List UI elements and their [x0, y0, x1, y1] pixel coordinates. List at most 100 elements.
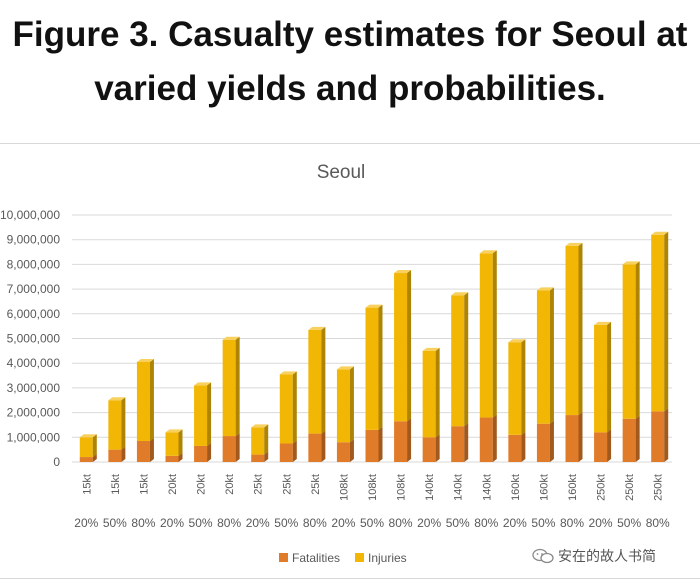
bar-side-face [607, 321, 612, 433]
bar-side-face [635, 261, 640, 419]
x-secondary-label: 80% [303, 516, 327, 530]
bar-side-face [407, 270, 412, 422]
bar-top-cap [565, 242, 583, 246]
chart-svg: Seoul 0 1,000,000 2,000,000 3,000,000 4,000,… [0, 162, 672, 565]
y-tick-label: 10,000,000 [0, 208, 60, 222]
bar-front-face [222, 339, 236, 437]
x-secondary-label: 20% [589, 516, 613, 530]
bar-side-face [235, 336, 240, 437]
bar-side-face [578, 242, 583, 416]
bar-front-face [508, 342, 522, 435]
bar-side-face [435, 347, 440, 438]
bar-fatalities [136, 438, 154, 462]
x-secondary-label: 20% [160, 516, 184, 530]
bar-top-cap [622, 261, 640, 265]
bar-top-cap [194, 382, 212, 386]
bar-front-face [336, 442, 350, 462]
bar-injuries [422, 347, 440, 438]
y-tick-label: 8,000,000 [7, 257, 61, 271]
x-tick-label: 140kt [481, 474, 493, 501]
bar-side-face [292, 371, 297, 444]
bar-front-face [479, 417, 493, 462]
bar-front-face [251, 427, 265, 455]
y-tick-label: 0 [53, 455, 60, 469]
y-tick-label: 2,000,000 [7, 406, 61, 420]
bar-fatalities [479, 414, 497, 462]
bar-side-face [464, 423, 469, 462]
bar-injuries [165, 429, 183, 456]
x-secondary-label: 80% [389, 516, 413, 530]
bar-fatalities [508, 431, 526, 462]
x-tick-label: 160kt [567, 474, 579, 501]
bar-injuries [565, 242, 583, 416]
bar-injuries [222, 336, 240, 437]
bar-injuries [536, 287, 554, 424]
legend-swatch-fatalities [279, 553, 288, 562]
bar-front-face [79, 437, 93, 458]
bar-side-face [492, 250, 497, 418]
bar-injuries [365, 304, 383, 430]
x-secondary-label: 80% [560, 516, 584, 530]
bar-front-face [622, 418, 636, 462]
y-axis-ticks: 0 1,000,000 2,000,000 3,000,000 4,000,000 5,0… [0, 208, 60, 469]
x-secondary-label: 80% [646, 516, 670, 530]
x-tick-label: 108kt [396, 474, 408, 501]
bar-front-face [279, 443, 293, 462]
bar-front-face [336, 369, 350, 443]
x-secondary-label: 50% [360, 516, 384, 530]
bar-side-face [664, 408, 669, 462]
bar-front-face [365, 307, 379, 430]
bar-side-face [521, 431, 526, 462]
bar-front-face [165, 432, 179, 456]
bar-top-cap [651, 231, 669, 235]
wechat-icon [532, 548, 554, 564]
bar-fatalities [651, 408, 669, 462]
x-axis-ticks: 15kt 20% 15kt 50% 15kt 80% 20kt 20% 20kt 50% 20kt 8… [74, 474, 670, 530]
bar-injuries [594, 321, 612, 433]
bar-front-face [479, 253, 493, 418]
bar-side-face [92, 434, 97, 458]
bar-top-cap [165, 429, 183, 433]
bar-front-face [194, 445, 208, 462]
y-tick-label: 9,000,000 [7, 233, 61, 247]
bar-side-face [349, 439, 354, 462]
bar-side-face [492, 414, 497, 462]
bar-front-face [108, 449, 122, 462]
y-tick-label: 5,000,000 [7, 332, 61, 346]
bar-side-face [349, 366, 354, 443]
bar-top-cap [594, 321, 612, 325]
y-tick-label: 6,000,000 [7, 307, 61, 321]
x-tick-label: 20kt [196, 474, 208, 495]
bar-injuries [651, 231, 669, 412]
bar-side-face [435, 434, 440, 462]
bar-front-face [651, 411, 665, 462]
bar-front-face [251, 454, 265, 462]
bar-fatalities [194, 442, 212, 462]
bar-side-face [635, 415, 640, 462]
bar-fatalities [279, 440, 297, 462]
x-secondary-label: 20% [417, 516, 441, 530]
bars [79, 231, 669, 462]
bar-front-face [222, 436, 236, 462]
bar-fatalities [594, 429, 612, 462]
bar-top-cap [222, 336, 240, 340]
bar-injuries [136, 358, 154, 442]
bar-front-face [136, 441, 150, 462]
bar-side-face [321, 430, 326, 462]
bar-fatalities [451, 423, 469, 462]
x-secondary-label: 20% [503, 516, 527, 530]
y-tick-label: 7,000,000 [7, 282, 61, 296]
x-tick-label: 108kt [338, 474, 350, 501]
x-tick-label: 20kt [167, 474, 179, 495]
bar-fatalities [251, 451, 269, 462]
bar-front-face [108, 400, 122, 450]
bar-top-cap [79, 434, 97, 438]
bar-side-face [378, 304, 383, 430]
bar-top-cap [108, 397, 126, 401]
bar-front-face [422, 437, 436, 462]
bar-side-face [407, 418, 412, 462]
bar-side-face [664, 231, 669, 412]
x-tick-label: 25kt [310, 474, 322, 495]
x-tick-label: 15kt [110, 474, 122, 495]
bar-top-cap [422, 347, 440, 351]
